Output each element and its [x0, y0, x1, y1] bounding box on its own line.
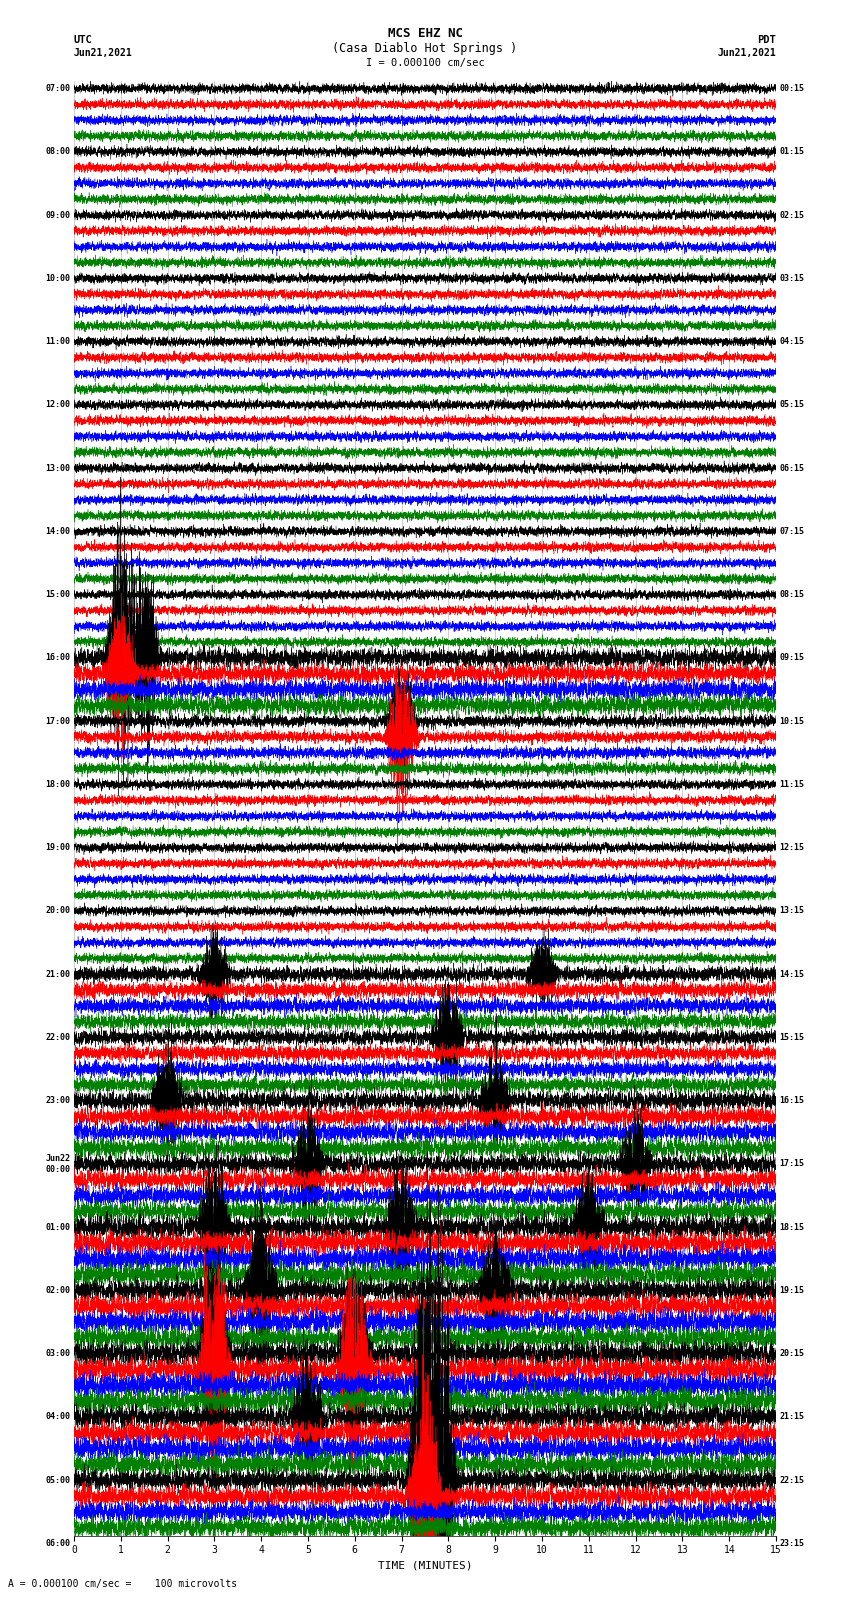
Text: 10:15: 10:15	[779, 716, 804, 726]
Text: 20:15: 20:15	[779, 1348, 804, 1358]
Text: 03:00: 03:00	[46, 1348, 71, 1358]
Text: 07:00: 07:00	[46, 84, 71, 94]
Text: 05:15: 05:15	[779, 400, 804, 410]
Text: 05:00: 05:00	[46, 1476, 71, 1484]
Text: 06:15: 06:15	[779, 463, 804, 473]
Text: Jun21,2021: Jun21,2021	[717, 48, 776, 58]
Text: 13:00: 13:00	[46, 463, 71, 473]
Text: 02:15: 02:15	[779, 211, 804, 219]
Text: MCS EHZ NC: MCS EHZ NC	[388, 27, 462, 40]
Text: 23:00: 23:00	[46, 1097, 71, 1105]
Text: Jun21,2021: Jun21,2021	[74, 48, 133, 58]
Text: PDT: PDT	[757, 35, 776, 45]
Text: 17:15: 17:15	[779, 1160, 804, 1168]
Text: 01:00: 01:00	[46, 1223, 71, 1232]
Text: 12:00: 12:00	[46, 400, 71, 410]
Text: 11:15: 11:15	[779, 781, 804, 789]
Text: 16:15: 16:15	[779, 1097, 804, 1105]
Text: 15:00: 15:00	[46, 590, 71, 598]
Text: 17:00: 17:00	[46, 716, 71, 726]
Text: 11:00: 11:00	[46, 337, 71, 347]
Text: 19:15: 19:15	[779, 1286, 804, 1295]
Text: 00:15: 00:15	[779, 84, 804, 94]
Text: 06:00: 06:00	[46, 1539, 71, 1548]
Text: A = 0.000100 cm/sec =    100 microvolts: A = 0.000100 cm/sec = 100 microvolts	[8, 1579, 238, 1589]
Text: (Casa Diablo Hot Springs ): (Casa Diablo Hot Springs )	[332, 42, 518, 55]
Text: 02:00: 02:00	[46, 1286, 71, 1295]
X-axis label: TIME (MINUTES): TIME (MINUTES)	[377, 1561, 473, 1571]
Text: 04:00: 04:00	[46, 1413, 71, 1421]
Text: 03:15: 03:15	[779, 274, 804, 282]
Text: 20:00: 20:00	[46, 907, 71, 916]
Text: 14:00: 14:00	[46, 527, 71, 536]
Text: 18:15: 18:15	[779, 1223, 804, 1232]
Text: 08:15: 08:15	[779, 590, 804, 598]
Text: 21:00: 21:00	[46, 969, 71, 979]
Text: 23:15: 23:15	[779, 1539, 804, 1548]
Text: 07:15: 07:15	[779, 527, 804, 536]
Text: 22:15: 22:15	[779, 1476, 804, 1484]
Text: 14:15: 14:15	[779, 969, 804, 979]
Text: 04:15: 04:15	[779, 337, 804, 347]
Text: 10:00: 10:00	[46, 274, 71, 282]
Text: Jun22
00:00: Jun22 00:00	[46, 1155, 71, 1174]
Text: 21:15: 21:15	[779, 1413, 804, 1421]
Text: 12:15: 12:15	[779, 844, 804, 852]
Text: I = 0.000100 cm/sec: I = 0.000100 cm/sec	[366, 58, 484, 68]
Text: 09:15: 09:15	[779, 653, 804, 663]
Text: 08:00: 08:00	[46, 147, 71, 156]
Text: 19:00: 19:00	[46, 844, 71, 852]
Text: 01:15: 01:15	[779, 147, 804, 156]
Text: 22:00: 22:00	[46, 1032, 71, 1042]
Text: 09:00: 09:00	[46, 211, 71, 219]
Text: 13:15: 13:15	[779, 907, 804, 916]
Text: UTC: UTC	[74, 35, 93, 45]
Text: 18:00: 18:00	[46, 781, 71, 789]
Text: 16:00: 16:00	[46, 653, 71, 663]
Text: 15:15: 15:15	[779, 1032, 804, 1042]
